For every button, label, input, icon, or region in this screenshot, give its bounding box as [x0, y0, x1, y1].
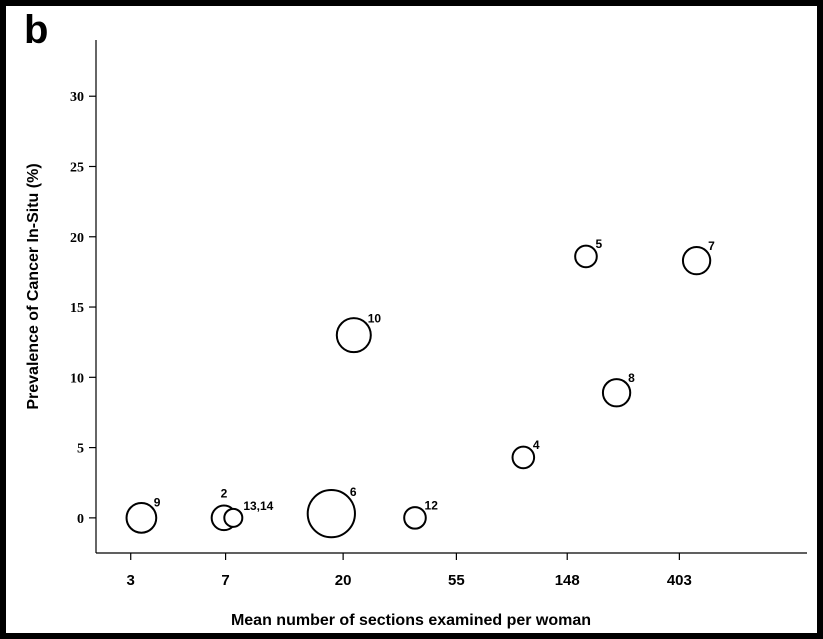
axes [95, 40, 807, 554]
data-point: 4 [511, 438, 540, 470]
bubble [403, 506, 427, 530]
y-tick-label: 5 [77, 442, 84, 457]
bubble [306, 489, 356, 539]
point-label: 4 [533, 438, 540, 452]
data-point: 12 [403, 498, 439, 530]
data-point: 9 [125, 495, 161, 534]
bubble [574, 244, 598, 269]
x-axis-title: Mean number of sections examined per wom… [231, 612, 591, 629]
point-label: 6 [350, 485, 357, 499]
data-point: 8 [601, 371, 635, 408]
point-label: 10 [368, 311, 382, 325]
y-tick-label: 15 [70, 301, 84, 316]
y-tick-label: 0 [77, 512, 84, 527]
x-tick-label: 20 [335, 572, 352, 589]
data-point: 10 [335, 311, 382, 354]
point-label: 12 [425, 498, 439, 512]
chart-panel: b 0 5 10 15 20 25 30 3 7 20 55 148 403 9 2 13,14 6 12 10… [6, 6, 817, 633]
data-point: 5 [574, 237, 603, 269]
x-tick-label: 403 [667, 572, 692, 589]
bubble [125, 502, 158, 534]
data-point: 6 [306, 485, 357, 539]
x-axis-ticks: 3 7 20 55 148 403 [127, 553, 692, 589]
x-tick-label: 7 [221, 572, 229, 589]
y-tick-label: 25 [70, 160, 84, 175]
data-point: 7 [681, 239, 715, 276]
y-axis-ticks: 0 5 10 15 20 25 30 [70, 90, 96, 527]
x-tick-label: 55 [448, 572, 465, 589]
bubble [601, 378, 632, 408]
point-label: 7 [708, 239, 715, 253]
point-label: 13,14 [243, 499, 273, 513]
point-label: 2 [221, 487, 228, 501]
bubble [335, 317, 372, 354]
point-label: 9 [154, 495, 161, 509]
x-tick-label: 148 [555, 572, 580, 589]
bubble [223, 507, 244, 528]
bubble [511, 445, 536, 470]
y-tick-label: 20 [70, 231, 84, 246]
data-point: 13,14 [223, 499, 274, 528]
y-tick-label: 30 [70, 90, 84, 105]
point-label: 8 [628, 371, 635, 385]
scatter-chart: 0 5 10 15 20 25 30 3 7 20 55 148 403 9 2 13,14 6 12 10 4 5… [25, 40, 807, 629]
point-label: 5 [596, 237, 603, 251]
data-points: 9 2 13,14 6 12 10 4 5 8 7 [125, 237, 715, 539]
bubble [681, 246, 712, 276]
y-tick-label: 10 [70, 371, 84, 386]
x-tick-label: 3 [127, 572, 135, 589]
panel-label: b [24, 8, 49, 52]
y-axis-title: Prevalence of Cancer In-Situ (%) [25, 163, 42, 409]
